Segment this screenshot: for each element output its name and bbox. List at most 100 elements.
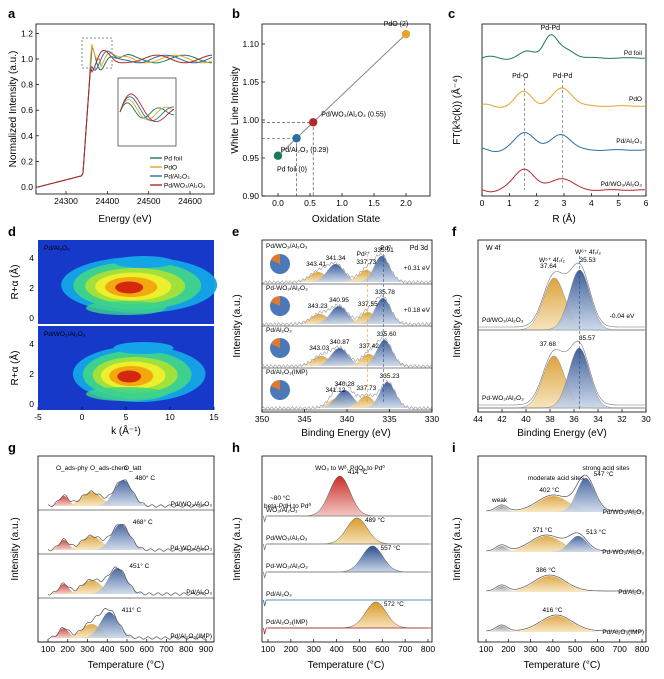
- ft-spectra: 0 1 2 3 4 5 6 Pd-Pd Pd-O Pd-Pd Pd foil PdO Pd/Al₂O₃ P…: [480, 25, 649, 208]
- panel-label: c: [448, 6, 455, 21]
- contour: [86, 387, 166, 401]
- panel-label: h: [232, 440, 240, 455]
- peak-value: 335.23: [380, 373, 400, 380]
- x-tick-label: 44: [473, 414, 483, 424]
- species-label: Pd⁰: [380, 244, 391, 252]
- shift-label: +0.31 eV: [404, 265, 431, 272]
- trace-label: Pd/Al₂O₃: [616, 138, 642, 145]
- inset-spectra: [119, 93, 175, 123]
- fit-component: [48, 492, 206, 506]
- ft-line: [481, 131, 645, 152]
- x-tick-label: 4: [589, 198, 594, 208]
- x-tick-label: 38: [545, 414, 555, 424]
- contour: [115, 281, 144, 294]
- panel-f: f Binding Energy (eV) Intensity (a.u.) 4…: [452, 224, 651, 439]
- y-tick-label: 0.90: [242, 191, 259, 201]
- xps-w4f: 44 42 40 38 36 34 32 30 W 4f 37.64 35.53 Pd/WO₃/Al₂…: [473, 245, 651, 424]
- annotation: weak: [491, 497, 508, 504]
- raw-spectrum: [485, 532, 642, 552]
- x-tick-label: 15: [209, 412, 219, 422]
- peak-label: Pd-O: [512, 73, 529, 80]
- legend-entry: PdO: [164, 165, 177, 172]
- x-tick-label: 300: [523, 644, 537, 654]
- fit-component: [486, 626, 642, 632]
- peak-value: 37.68: [540, 341, 557, 348]
- y-tick-label: 1.0: [21, 54, 33, 64]
- sample-label: Pd/Al₂O₃(IMP): [602, 629, 644, 636]
- x-tick-label: 400: [100, 644, 114, 654]
- fit-component: [486, 506, 642, 512]
- x-tick-label: 335: [382, 414, 396, 424]
- fit-component: [48, 536, 206, 550]
- x-tick-label: 200: [501, 644, 515, 654]
- sample-label: Pd/WO₃/Al₂O₃: [171, 501, 213, 508]
- x-tick-label: 900: [199, 644, 213, 654]
- y-tick-label: 0.8: [21, 80, 33, 90]
- peak-value: 341.12: [326, 387, 346, 394]
- point-label: Pd/Al₂O₃ (0.29): [281, 147, 329, 154]
- x-tick-label: 600: [140, 644, 154, 654]
- fit-component: [486, 586, 642, 592]
- fit-component: [486, 536, 642, 552]
- pie-slice: [271, 296, 280, 306]
- y-axis-label: White Line Intensity: [230, 66, 241, 153]
- fit-component: [478, 347, 645, 409]
- x-tick-label: 300: [307, 644, 321, 654]
- peak-value: 547 °C: [594, 470, 614, 478]
- peak-value: 337.42: [359, 343, 379, 350]
- baseline: [263, 571, 432, 579]
- fit-component: [262, 306, 432, 324]
- x-tick-label: 100: [261, 644, 275, 654]
- fit-component: [48, 580, 206, 594]
- x-axis-label: Oxidation State: [312, 214, 381, 225]
- peak-value: 572 °C: [384, 600, 404, 608]
- x-tick-label: 500: [120, 644, 134, 654]
- panel-h: h Temperature (°C) Intensity (a.u.) 100 2…: [232, 440, 435, 671]
- raw-spectrum: [47, 479, 207, 508]
- pie-slice: [271, 338, 280, 348]
- sample-label: Pd-WO₃/Al₂O₃: [602, 549, 644, 556]
- y-tick-label: 4: [29, 253, 34, 263]
- raw-spectrum: [485, 474, 642, 512]
- species-label: O_latt: [124, 465, 142, 472]
- x-tick-label: 200: [61, 644, 75, 654]
- x-tick-label: 2: [534, 198, 539, 208]
- y-tick-label: 4: [29, 339, 34, 349]
- legend-entry: Pd/Al₂O₃: [164, 174, 190, 181]
- fit-component: [486, 576, 642, 592]
- fit-component: [486, 536, 642, 552]
- inset-line: [119, 99, 175, 121]
- sample-label: Pd-WO₃/Al₂O₃: [266, 285, 308, 292]
- sample-label: Pd/Al₂O₃(IMP): [266, 619, 308, 626]
- wavelet-contours: Pd/Al₂O₃ Pd/WO₃/Al₂O₃: [44, 245, 218, 402]
- raw-spectrum: [47, 523, 207, 552]
- panel-b: b Oxidation State White Line Intensity 0…: [230, 6, 431, 225]
- x-tick-label: 24300: [54, 196, 78, 206]
- fit-component: [262, 340, 432, 366]
- peak-value: 335.60: [376, 331, 396, 338]
- x-tick-label: 700: [398, 644, 412, 654]
- panel-a: a Energy (eV) Normalized Intensity (a.u.…: [8, 6, 215, 225]
- peak-value: 37.64: [540, 263, 557, 270]
- envelope: [478, 262, 645, 328]
- sample-label: Pd/WO₃/Al₂O₃: [266, 535, 308, 542]
- trace-label: Pd/WO₃/Al₂O₃: [601, 181, 643, 188]
- panel-title: Pd 3d: [410, 245, 428, 252]
- fit-component: [262, 272, 432, 282]
- sample-label: Pd-WO₃/Al₂O₃: [170, 545, 212, 552]
- map-label: Pd/Al₂O₃: [44, 245, 70, 252]
- annotation: moderate acid sites: [528, 475, 585, 482]
- panel-d: d Pd/Al₂O₃ Pd/WO₃/Al₂O₃ k (Å⁻¹) R+α (Å) R…: [8, 224, 219, 437]
- sample-label: WO₃/Al₂O₃: [266, 507, 298, 514]
- peak-value: 489 °C: [365, 516, 385, 524]
- x-tick-label: 0.0: [272, 198, 284, 208]
- x-tick-label: 600: [590, 644, 604, 654]
- peak-value: 35.57: [579, 335, 596, 342]
- peak-value: 335.91: [374, 247, 394, 254]
- plot-frame: [261, 23, 431, 197]
- y-tick-label: 1.10: [242, 39, 259, 49]
- peak-value: 480° C: [135, 474, 155, 482]
- sample-label: Pd/WO₃/Al₂O₃: [482, 317, 524, 324]
